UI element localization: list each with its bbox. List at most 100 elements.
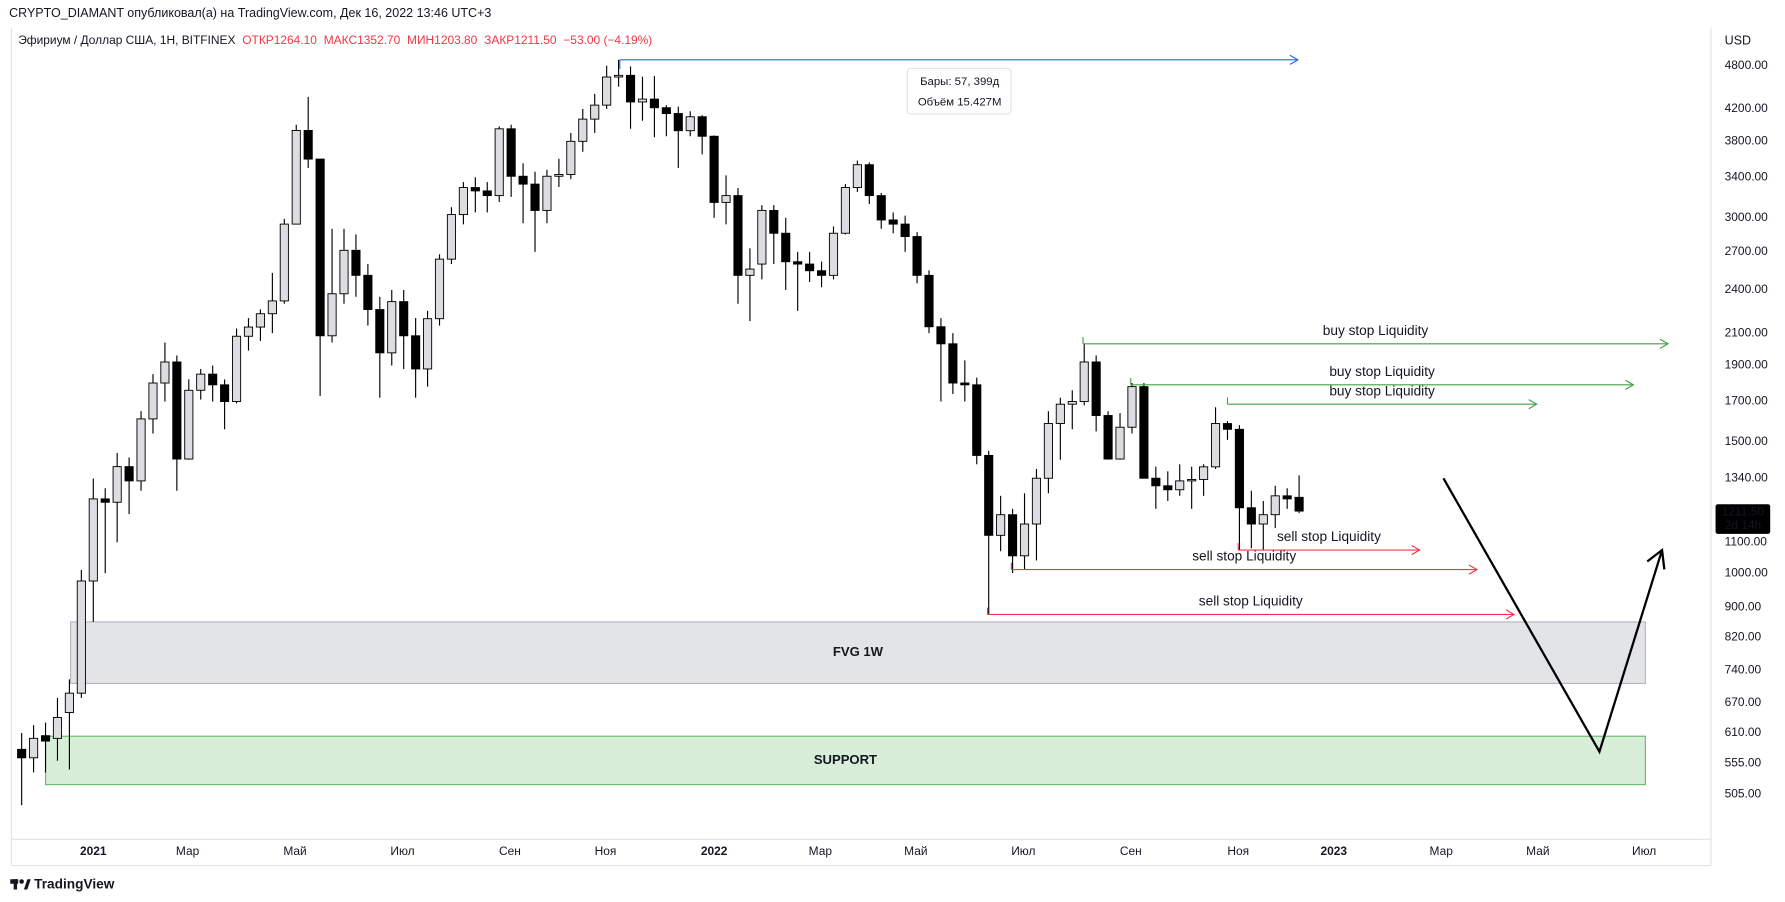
candle-body (327, 293, 337, 337)
candle-body (88, 498, 98, 582)
currency: USD (1725, 33, 1751, 47)
candle-body (1031, 477, 1042, 525)
candle-body (1222, 423, 1233, 430)
candle-body (1199, 466, 1209, 480)
candle-body (781, 232, 791, 263)
level-arrowhead (1411, 544, 1421, 556)
candle-body (482, 190, 492, 197)
candle-body (423, 318, 433, 370)
level-arrowhead (1625, 379, 1635, 390)
candle-body (518, 175, 528, 185)
candle-body (530, 183, 540, 211)
candle-body (434, 258, 445, 320)
candle-body (399, 301, 409, 337)
legend: Эфириум / Доллар США, 1Н, BITFINEX ОТКР12… (18, 33, 652, 47)
candle-body (1246, 507, 1256, 525)
y-tick-label: 900.00 (1725, 599, 1762, 613)
zone-label: FVG 1W (833, 644, 884, 659)
candle-body (745, 268, 755, 276)
candle-body (614, 74, 624, 78)
candle-body (458, 187, 468, 216)
candle-body (243, 326, 254, 337)
candle-body (446, 214, 457, 260)
candle-body (924, 274, 934, 328)
projection-path (1442, 477, 1664, 755)
tooltip-bars: Бары: 57, 399д (920, 76, 1000, 88)
y-tick-label: 1340.00 (1725, 471, 1769, 485)
candle-body (339, 249, 349, 295)
candle-body (1139, 386, 1149, 479)
candle-body (375, 309, 385, 354)
last-price-label: 1211.50 (1722, 504, 1765, 518)
candle-body (1127, 386, 1137, 428)
y-tick-label: 1000.00 (1725, 565, 1769, 579)
level-label: sell stop Liquidity (1192, 549, 1296, 564)
candle-body (542, 175, 552, 211)
legend-open: ОТКР1264.10 (242, 33, 317, 47)
candle-body (685, 116, 695, 132)
candle-body (1163, 485, 1173, 491)
x-tick-label: Июл (390, 844, 414, 858)
candle-body (124, 466, 134, 482)
candle-body (602, 76, 612, 106)
candle-body (769, 209, 779, 234)
x-tick-label: Ноя (1227, 844, 1249, 858)
candle-body (112, 466, 122, 503)
legend-change: −53.00 (−4.19%) (563, 33, 652, 47)
candle-body (817, 270, 827, 276)
candle-body (220, 384, 230, 402)
candle-body (876, 195, 886, 221)
candle-body (566, 140, 576, 175)
candle-body (996, 514, 1006, 536)
candle-body (411, 335, 421, 370)
candle-body (29, 737, 39, 759)
y-tick-label: 1100.00 (1725, 534, 1768, 548)
candle-body (279, 223, 289, 302)
candle-body (1008, 514, 1018, 557)
candle-body (912, 236, 922, 276)
level-arrowhead (1289, 54, 1300, 65)
candle-body (948, 343, 958, 384)
level-label: sell stop Liquidity (1199, 594, 1303, 609)
level-arrowhead (1659, 338, 1670, 349)
x-tick-label: Сен (1120, 844, 1142, 858)
levels: buy stop Liquidity buy stop Liquidity buy … (619, 54, 1670, 620)
candle-body (351, 249, 361, 276)
level-arrowhead (1468, 564, 1479, 575)
candle-body (1091, 361, 1101, 416)
candle-body (1294, 496, 1304, 512)
candle-body (972, 384, 982, 456)
y-tick-label: 3400.00 (1725, 169, 1769, 183)
candle-body (1079, 361, 1089, 402)
candle-body (1043, 423, 1053, 479)
x-tick-label: Май (283, 844, 306, 858)
x-tick-label: 2021 (80, 844, 107, 858)
candle-body (494, 128, 504, 197)
candle-body (40, 735, 51, 742)
candle-body (470, 187, 480, 192)
zone-label: SUPPORT (814, 752, 877, 767)
y-tick-label: 505.00 (1725, 786, 1762, 800)
y-tick-label: 820.00 (1725, 629, 1762, 643)
level-label: buy stop Liquidity (1329, 364, 1435, 379)
legend-low: МИН1203.80 (407, 33, 478, 47)
brand-logo (10, 879, 31, 890)
candle-body (387, 301, 397, 354)
candle-body (196, 373, 206, 391)
x-tick-label: Мар (176, 844, 200, 858)
candle-body (649, 98, 659, 109)
candle-body (267, 300, 277, 315)
x-tick-label: Ноя (595, 844, 617, 858)
y-tick-label: 740.00 (1725, 663, 1762, 677)
candle-body (1175, 480, 1185, 491)
candle-body (1282, 495, 1292, 500)
legend-symbol: Эфириум / Доллар США, 1Н, BITFINEX (18, 33, 235, 47)
candle-body (864, 164, 874, 197)
candle-body (506, 128, 516, 177)
x-tick-label: 2023 (1320, 844, 1347, 858)
candle-body (625, 74, 636, 103)
x-tick-label: Мар (1430, 844, 1454, 858)
candle-body (17, 748, 27, 759)
candle-body (231, 335, 242, 402)
